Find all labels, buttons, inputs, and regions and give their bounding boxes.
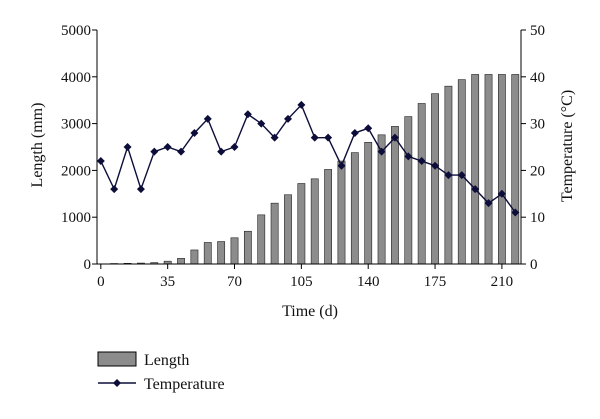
axes bbox=[92, 29, 526, 269]
length-bar bbox=[431, 93, 439, 265]
temperature-point bbox=[96, 157, 105, 166]
temperature-point bbox=[283, 114, 292, 123]
length-bar bbox=[391, 126, 399, 265]
temperature-point bbox=[497, 189, 506, 198]
length-bar bbox=[230, 237, 239, 265]
y-right-tick-label: 50 bbox=[530, 23, 545, 39]
temperature-point bbox=[431, 161, 440, 170]
y-right-tick-label: 40 bbox=[530, 70, 545, 86]
length-bar bbox=[243, 230, 252, 265]
x-tick-label: 0 bbox=[97, 274, 105, 290]
tick-labels: 0 35 70 105 140 175 210 0 1000 2000 3000 4000 5000 0 1… bbox=[61, 23, 545, 290]
temperature-point bbox=[177, 147, 186, 156]
y-right-tick-label: 20 bbox=[530, 163, 545, 179]
legend-temperature-label: Temperature bbox=[144, 376, 225, 393]
y-right-axis-title: Temperature (°C) bbox=[559, 90, 576, 202]
y-left-tick-label: 2000 bbox=[61, 163, 91, 179]
y-left-tick-label: 1000 bbox=[61, 210, 91, 226]
temperature-point bbox=[457, 171, 466, 180]
length-bar bbox=[511, 74, 520, 265]
length-bar bbox=[497, 74, 506, 265]
legend-length-swatch bbox=[97, 351, 137, 367]
x-tick-label: 105 bbox=[290, 274, 313, 290]
temperature-point bbox=[270, 133, 279, 142]
x-tick-label: 140 bbox=[357, 274, 380, 290]
temperature-point bbox=[511, 208, 520, 217]
x-axis-title: Time (d) bbox=[282, 303, 338, 320]
legend-temperature-marker bbox=[113, 379, 121, 387]
legend: Length Temperature bbox=[97, 351, 225, 393]
temperature-point bbox=[484, 199, 493, 208]
temperature-point bbox=[390, 133, 399, 142]
temperature-point bbox=[337, 161, 346, 170]
length-bar bbox=[284, 194, 292, 265]
x-tick-label: 210 bbox=[491, 274, 514, 290]
length-bar bbox=[471, 74, 480, 265]
temperature-point bbox=[257, 119, 266, 128]
length-bar bbox=[177, 258, 185, 265]
length-bar bbox=[190, 249, 199, 265]
x-tick-label: 175 bbox=[424, 274, 447, 290]
temperature-point bbox=[243, 110, 252, 119]
temperature-point bbox=[190, 128, 199, 137]
x-tick-label: 35 bbox=[160, 274, 175, 290]
y-right-tick-label: 10 bbox=[530, 210, 545, 226]
temperature-point bbox=[297, 100, 306, 109]
length-bar bbox=[484, 74, 493, 265]
length-bar bbox=[337, 160, 346, 265]
length-bar bbox=[257, 214, 266, 265]
y-left-tick-label: 4000 bbox=[61, 70, 91, 86]
temperature-point bbox=[471, 185, 480, 194]
temperature-point bbox=[150, 147, 159, 156]
length-bar bbox=[310, 178, 319, 265]
temperature-line-layer bbox=[96, 100, 520, 217]
legend-length-label: Length bbox=[144, 352, 189, 369]
y-left-axis-title: Length (mm) bbox=[29, 103, 46, 188]
temperature-point bbox=[377, 147, 386, 156]
temperature-point bbox=[324, 133, 333, 142]
x-tick-label: 70 bbox=[227, 274, 242, 290]
length-bar bbox=[270, 202, 279, 265]
y-right-tick-label: 0 bbox=[530, 257, 538, 273]
temperature-point bbox=[230, 143, 239, 151]
length-bar bbox=[417, 103, 426, 265]
temperature-point bbox=[417, 157, 426, 166]
temperature-line bbox=[100, 103, 516, 213]
y-left-tick-label: 5000 bbox=[61, 23, 91, 39]
temperature-point bbox=[404, 152, 413, 161]
length-bar bbox=[203, 242, 212, 265]
temperature-point bbox=[350, 128, 359, 137]
temperature-point bbox=[364, 124, 373, 133]
temperature-point bbox=[163, 143, 172, 151]
length-bar bbox=[324, 169, 332, 265]
plot-frame bbox=[96, 30, 522, 265]
length-bars bbox=[110, 74, 520, 265]
temperature-point bbox=[444, 171, 453, 180]
temperature-point bbox=[310, 133, 319, 142]
temperature-point bbox=[136, 185, 145, 194]
temperature-point bbox=[123, 143, 132, 151]
y-right-tick-label: 30 bbox=[530, 117, 545, 133]
y-left-tick-label: 0 bbox=[84, 257, 92, 273]
temperature-point bbox=[203, 114, 212, 123]
y-left-tick-label: 3000 bbox=[61, 117, 91, 133]
length-bar bbox=[404, 116, 413, 265]
temperature-point bbox=[110, 185, 119, 194]
length-bar bbox=[350, 152, 359, 265]
length-bar bbox=[217, 241, 226, 265]
length-bar bbox=[364, 142, 373, 265]
length-bar bbox=[297, 183, 306, 265]
temperature-point bbox=[217, 147, 226, 156]
